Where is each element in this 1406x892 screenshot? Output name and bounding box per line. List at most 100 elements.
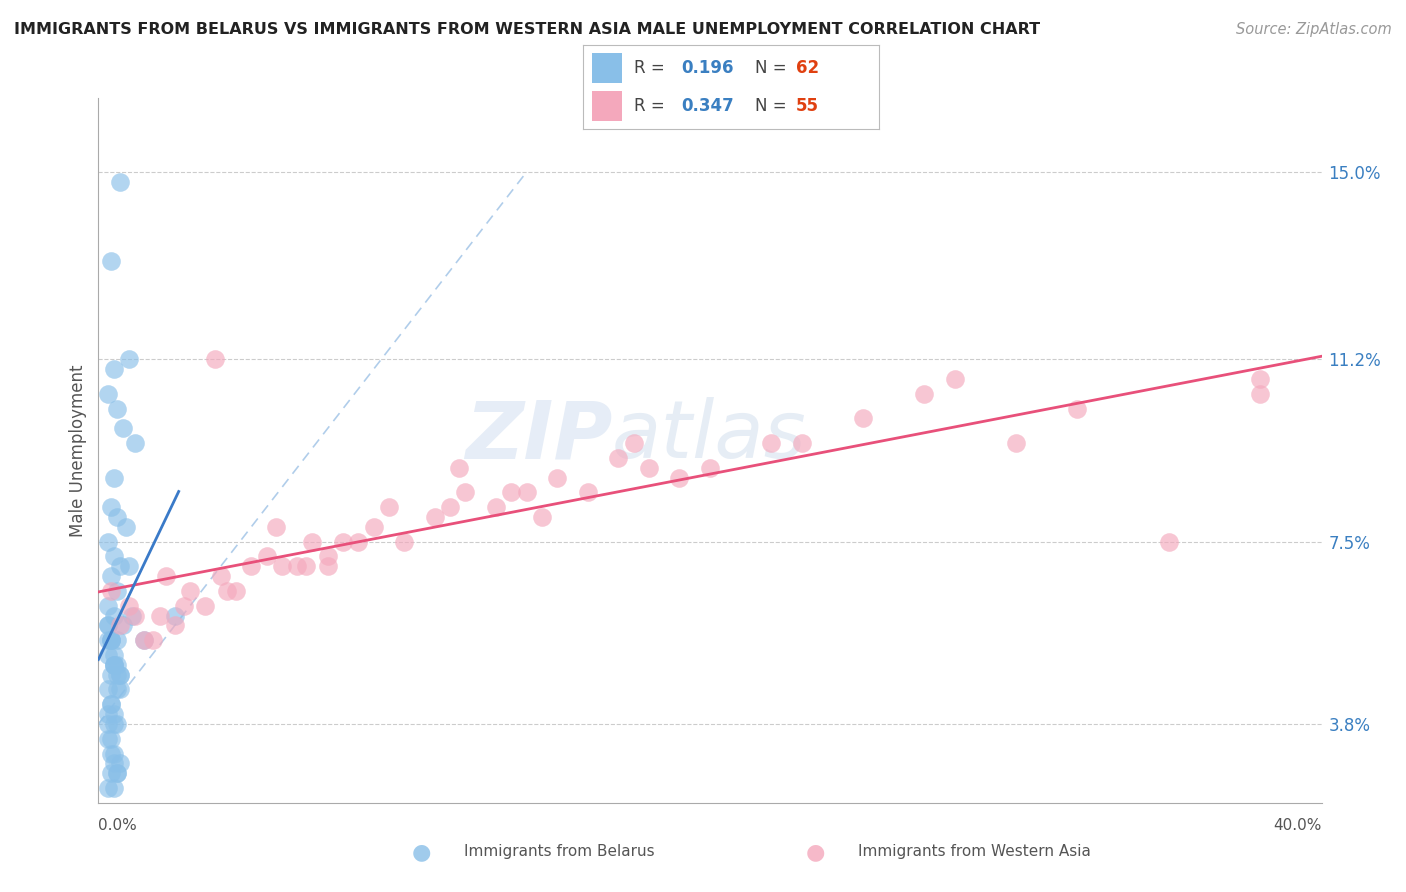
Point xyxy=(100,698,122,712)
Point xyxy=(103,756,125,771)
Point xyxy=(105,766,128,780)
Point xyxy=(97,534,120,549)
Point xyxy=(97,633,120,648)
Point xyxy=(1004,436,1026,450)
Point xyxy=(100,667,122,681)
Point xyxy=(240,559,263,574)
Text: Immigrants from Western Asia: Immigrants from Western Asia xyxy=(858,845,1091,859)
Point xyxy=(576,485,599,500)
Point xyxy=(97,717,120,731)
Point xyxy=(173,599,195,613)
Point xyxy=(97,618,120,632)
Text: ZIP: ZIP xyxy=(465,397,612,475)
Point xyxy=(103,657,125,672)
Point xyxy=(97,599,120,613)
Point xyxy=(204,352,226,367)
Y-axis label: Male Unemployment: Male Unemployment xyxy=(69,364,87,537)
Text: N =: N = xyxy=(755,96,792,114)
Point xyxy=(100,253,122,268)
Point xyxy=(485,500,508,515)
Text: atlas: atlas xyxy=(612,397,807,475)
Point xyxy=(103,657,125,672)
Text: Source: ZipAtlas.com: Source: ZipAtlas.com xyxy=(1236,22,1392,37)
Point xyxy=(103,648,125,662)
Point xyxy=(347,534,370,549)
Point xyxy=(1250,386,1272,401)
Point xyxy=(100,731,122,746)
Point xyxy=(103,608,125,623)
Point xyxy=(105,633,128,648)
Point xyxy=(270,559,294,574)
Point xyxy=(378,500,401,515)
Point xyxy=(134,633,156,648)
Point xyxy=(111,421,134,435)
Point xyxy=(100,633,122,648)
Point xyxy=(108,618,131,632)
Point xyxy=(105,682,128,697)
Text: 55: 55 xyxy=(796,96,820,114)
Text: Immigrants from Belarus: Immigrants from Belarus xyxy=(464,845,655,859)
Point xyxy=(108,667,131,681)
Point xyxy=(100,747,122,761)
Point xyxy=(501,485,523,500)
Point xyxy=(1157,534,1180,549)
Point xyxy=(97,682,120,697)
Point xyxy=(103,362,125,376)
Point xyxy=(97,386,120,401)
Text: IMMIGRANTS FROM BELARUS VS IMMIGRANTS FROM WESTERN ASIA MALE UNEMPLOYMENT CORREL: IMMIGRANTS FROM BELARUS VS IMMIGRANTS FR… xyxy=(14,22,1040,37)
Point xyxy=(1066,401,1088,416)
Point xyxy=(623,436,645,450)
Point xyxy=(163,618,186,632)
Point xyxy=(912,386,935,401)
Point xyxy=(97,707,120,722)
Point xyxy=(100,698,122,712)
Point xyxy=(100,633,122,648)
Point xyxy=(103,470,125,484)
Point xyxy=(105,667,128,681)
Point xyxy=(108,559,131,574)
Point xyxy=(97,731,120,746)
Point xyxy=(790,436,813,450)
Point xyxy=(316,549,339,564)
Point xyxy=(105,583,128,598)
Point xyxy=(108,682,131,697)
Text: 0.196: 0.196 xyxy=(681,60,734,78)
Point xyxy=(124,608,146,623)
Point xyxy=(134,633,156,648)
Point xyxy=(179,583,201,598)
Point xyxy=(194,599,217,613)
Point xyxy=(163,608,186,623)
Point xyxy=(118,599,141,613)
Point xyxy=(943,372,966,386)
Text: R =: R = xyxy=(634,96,669,114)
Point xyxy=(103,717,125,731)
Point xyxy=(256,549,278,564)
Point xyxy=(439,500,461,515)
Point xyxy=(100,569,122,583)
Point xyxy=(103,657,125,672)
Point xyxy=(108,175,131,189)
Text: ●: ● xyxy=(806,842,825,862)
Point xyxy=(546,470,568,484)
Point xyxy=(105,717,128,731)
Point xyxy=(295,559,318,574)
Text: R =: R = xyxy=(634,60,669,78)
Point xyxy=(142,633,165,648)
Point xyxy=(363,520,385,534)
Point xyxy=(108,667,131,681)
Point xyxy=(607,450,630,465)
Point xyxy=(392,534,416,549)
Point xyxy=(215,583,238,598)
Text: 0.347: 0.347 xyxy=(681,96,734,114)
Point xyxy=(105,766,128,780)
Point xyxy=(209,569,232,583)
Point xyxy=(301,534,323,549)
Point xyxy=(516,485,538,500)
Point xyxy=(149,608,172,623)
Point xyxy=(100,766,122,780)
Text: N =: N = xyxy=(755,60,792,78)
Text: 0.0%: 0.0% xyxy=(98,818,138,832)
Point xyxy=(97,618,120,632)
Point xyxy=(100,633,122,648)
Point xyxy=(332,534,354,549)
